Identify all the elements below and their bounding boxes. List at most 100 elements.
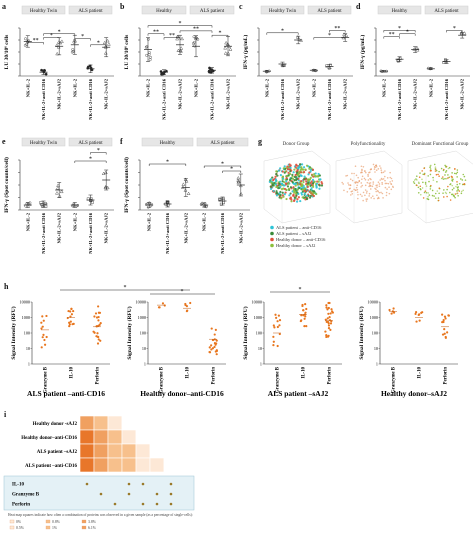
- scatter-point: [360, 182, 363, 184]
- scatter-point: [456, 186, 459, 189]
- scatter-point: [460, 190, 463, 193]
- scatter-point: [343, 189, 345, 192]
- scatter-point: [349, 187, 351, 190]
- heatmap-cell: [177, 415, 193, 431]
- data-point: [325, 335, 328, 339]
- scatter-point: [438, 175, 440, 177]
- scatter-point: [437, 199, 440, 202]
- scatter-point: [302, 171, 306, 174]
- scatter-point: [286, 165, 289, 168]
- combination-dot: [169, 492, 173, 496]
- scatter-point: [413, 182, 416, 185]
- scatter-point: [419, 188, 422, 190]
- data-point: [272, 324, 275, 327]
- x-tick-label: IL-10: [70, 366, 75, 378]
- scatter-point: [365, 200, 368, 202]
- data-point: [327, 312, 330, 315]
- legend-label: ALS patient – sAJ2: [276, 231, 311, 236]
- scatter-point: [280, 197, 283, 200]
- data-point: [55, 43, 59, 47]
- scatter-point: [286, 167, 290, 171]
- scatter-point: [456, 183, 459, 186]
- data-point: [396, 59, 400, 63]
- scatter-point: [454, 168, 456, 170]
- scatter-point: [450, 175, 453, 178]
- data-point: [417, 313, 420, 317]
- significance-bracket: [90, 44, 107, 47]
- heatmap-cell: [79, 443, 95, 459]
- scatter-point: [448, 176, 451, 179]
- heatmap-cell: [149, 457, 165, 473]
- scatter-point: [388, 192, 391, 195]
- scatter-point: [318, 174, 321, 177]
- heatmap-cell: [93, 443, 109, 459]
- scatter-point: [461, 179, 464, 181]
- scatter-point: [289, 170, 292, 173]
- significance-marker: *: [328, 33, 331, 39]
- scatter-point: [363, 177, 366, 180]
- scatter-point: [455, 172, 458, 175]
- scatter-point: [378, 185, 381, 188]
- scatter-point: [377, 168, 380, 170]
- x-tick-label: NK+IL-2+sAJ2: [238, 212, 243, 243]
- x-tick-label: NK+IL-2+sAJ2: [296, 78, 301, 109]
- scatter-point: [383, 175, 386, 178]
- panel-letter-c: c: [239, 2, 243, 11]
- legend-swatch: [9, 525, 15, 530]
- significance-bracket: [313, 37, 346, 40]
- data-point: [91, 200, 94, 204]
- data-point: [56, 183, 60, 187]
- scatter-point: [295, 200, 299, 203]
- scatter-point: [364, 184, 367, 187]
- scatter-point: [427, 175, 429, 177]
- scatter-point: [273, 182, 276, 185]
- scatter-point: [434, 197, 437, 199]
- scatter-point: [389, 181, 391, 183]
- scatter-point: [277, 186, 280, 190]
- scatter-point: [356, 191, 359, 193]
- x-tick-label: Granzyme B: [44, 366, 49, 393]
- x-tick-label: Perforin: [96, 367, 101, 385]
- data-point: [40, 346, 43, 349]
- group-header-box: [68, 5, 113, 15]
- y-axis-label: Signal Intensity (RFU): [10, 306, 17, 359]
- scatter-point: [359, 193, 362, 196]
- data-point: [199, 202, 203, 206]
- scatter-point: [421, 178, 423, 181]
- data-point: [179, 46, 184, 50]
- scatter-point: [291, 173, 294, 177]
- x-tick-label: NK+IL-2+sAJ2: [178, 78, 183, 109]
- legend-label: 3.8%: [88, 520, 97, 524]
- scatter-point: [447, 167, 450, 170]
- scatter-point: [375, 188, 377, 191]
- scatter-point: [452, 194, 455, 197]
- data-point: [185, 310, 189, 313]
- data-point: [221, 197, 225, 200]
- data-point: [69, 320, 72, 323]
- significance-marker: *: [58, 29, 61, 35]
- scatter-point: [446, 188, 448, 191]
- scatter-point: [368, 182, 371, 185]
- data-point: [278, 332, 281, 336]
- heatmap-cell: [121, 443, 137, 459]
- scatter-point: [361, 184, 364, 187]
- y-tick-label: 1: [144, 362, 146, 367]
- data-point: [304, 315, 307, 318]
- scatter-point: [369, 188, 372, 190]
- data-point: [297, 37, 301, 41]
- group-header-label: Healthy Twin: [269, 9, 297, 14]
- x-tick-label: NK+IL-2+sAJ2: [343, 78, 348, 109]
- scatter-point: [429, 185, 432, 188]
- scatter-point: [285, 197, 288, 201]
- data-point: [208, 70, 211, 74]
- scatter-point: [425, 191, 428, 194]
- subpanel-caption: ALS patient –anti-CD16: [27, 389, 105, 398]
- y-axis-label: IFN-γ (Spot counts/cell): [3, 157, 10, 213]
- legend-swatch: [270, 231, 274, 236]
- group-header-box: [141, 137, 194, 147]
- data-point: [342, 32, 346, 36]
- data-point: [180, 185, 185, 189]
- scatter-point: [442, 196, 445, 198]
- scatter-point: [291, 180, 294, 183]
- scatter-point: [371, 185, 374, 188]
